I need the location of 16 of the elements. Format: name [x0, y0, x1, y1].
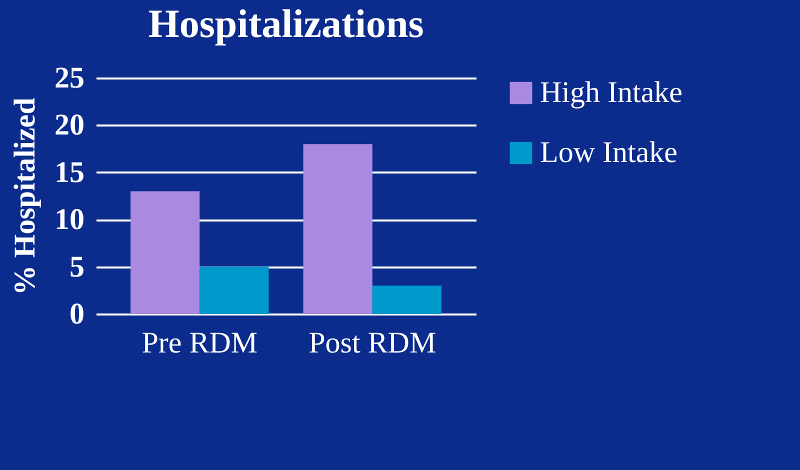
y-tick-label: 5	[70, 250, 84, 284]
y-tick-label: 0	[70, 298, 84, 330]
bar	[200, 266, 269, 314]
bar	[303, 144, 372, 314]
x-tick-label: Post RDM	[308, 326, 436, 360]
y-axis-title: % Hospitalized	[8, 97, 42, 296]
x-tick-label: Pre RDM	[142, 326, 258, 360]
y-tick-label: 25	[54, 62, 84, 94]
legend-label: Low Intake	[540, 136, 678, 169]
chart-title: Hospitalizations	[148, 1, 424, 46]
bar	[130, 191, 200, 314]
bar	[372, 286, 442, 314]
legend-label: High Intake	[540, 76, 682, 109]
y-tick-label: 20	[54, 108, 84, 142]
y-tick-label: 15	[54, 156, 84, 189]
y-tick-label: 10	[54, 203, 84, 236]
